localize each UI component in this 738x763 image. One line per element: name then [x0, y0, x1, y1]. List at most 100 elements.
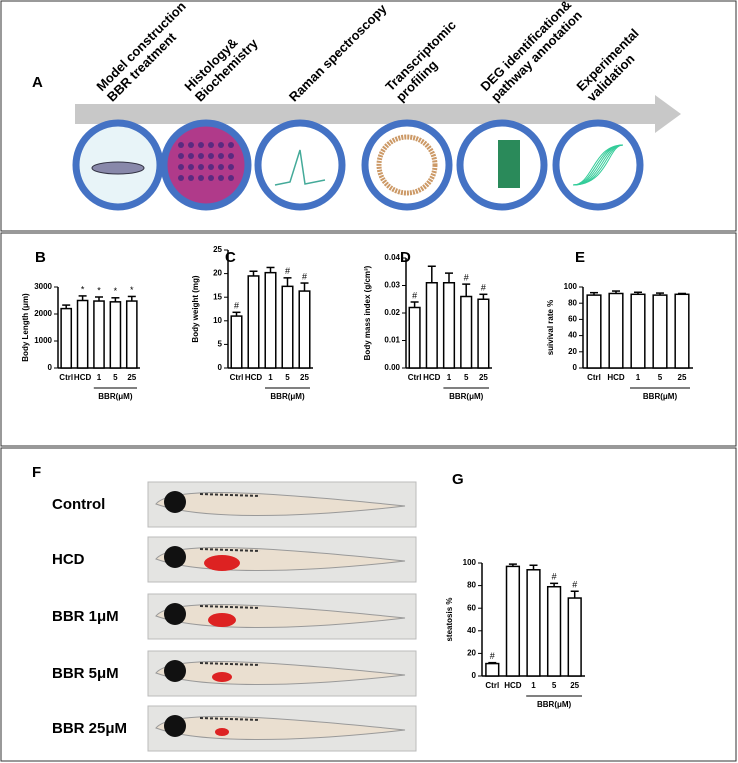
bar — [477, 298, 490, 369]
fish-eye — [164, 491, 186, 513]
cell-icon — [208, 175, 214, 181]
bar — [460, 295, 473, 369]
step-label: Histology&Biochemistry — [181, 35, 261, 105]
step-ring — [160, 119, 252, 211]
bar — [630, 293, 646, 369]
x-tick-label: Ctrl — [59, 373, 73, 382]
row-label: BBR 5μM — [52, 665, 119, 682]
y-tick-label: 0 — [472, 671, 477, 680]
y-tick-label: 60 — [568, 315, 577, 324]
x-tick-label: HCD — [74, 373, 92, 382]
y-tick-label: 0.01 — [384, 336, 400, 345]
bar — [442, 282, 456, 369]
panel-label: B — [35, 249, 46, 266]
step-label-line: Raman spectroscopy — [286, 0, 390, 104]
fish-eye — [164, 715, 186, 737]
cell-icon — [228, 175, 234, 181]
group-label: BBR(μM) — [98, 392, 133, 401]
y-axis-label: Body mass index (g/cm³) — [363, 265, 372, 360]
x-tick-label: 25 — [678, 373, 687, 382]
row-label: BBR 25μM — [52, 720, 127, 737]
panel-fg-frame — [0, 447, 737, 762]
bar — [425, 282, 438, 369]
y-tick-label: 0.02 — [384, 308, 400, 317]
cell-icon — [188, 153, 194, 159]
significance-mark: # — [285, 266, 290, 276]
x-tick-label: Ctrl — [587, 373, 601, 382]
y-tick-label: 100 — [463, 558, 477, 567]
step-ring — [552, 119, 644, 211]
cell-icon — [188, 175, 194, 181]
x-tick-label: 25 — [479, 373, 488, 382]
bar — [652, 294, 668, 369]
cell-icon — [178, 153, 184, 159]
y-tick-label: 100 — [564, 282, 578, 291]
y-tick-label: 0 — [573, 363, 578, 372]
y-axis-label: Body Length (μm) — [21, 293, 30, 362]
cell-icon — [208, 164, 214, 170]
panel-label: D — [400, 249, 411, 266]
y-tick-label: 3000 — [34, 282, 52, 291]
fish-icon — [91, 161, 145, 175]
group-label: BBR(μM) — [537, 700, 572, 709]
x-tick-label: Ctrl — [485, 681, 499, 690]
cell-icon — [228, 142, 234, 148]
y-tick-label: 0.00 — [384, 363, 400, 372]
panel-label: G — [452, 471, 464, 488]
y-tick-label: 5 — [218, 340, 223, 349]
x-tick-label: Ctrl — [408, 373, 422, 382]
panel-label: F — [32, 464, 41, 481]
x-tick-label: HCD — [423, 373, 441, 382]
step-ring — [254, 119, 346, 211]
workflow-arrow — [75, 95, 681, 133]
significance-mark: * — [97, 285, 101, 295]
bar — [264, 271, 277, 369]
x-tick-label: HCD — [504, 681, 522, 690]
significance-mark: * — [81, 284, 85, 294]
x-tick-label: 5 — [285, 373, 290, 382]
significance-mark: # — [552, 572, 557, 582]
y-tick-label: 60 — [467, 603, 476, 612]
y-tick-label: 40 — [467, 626, 476, 635]
significance-mark: # — [490, 651, 495, 661]
cell-icon — [218, 153, 224, 159]
x-tick-label: 25 — [127, 373, 136, 382]
step-label: Raman spectroscopy — [286, 0, 390, 104]
x-tick-label: 25 — [570, 681, 579, 690]
fish-pigment — [199, 605, 261, 609]
y-tick-label: 0 — [48, 363, 53, 372]
y-tick-label: 20 — [568, 347, 577, 356]
y-axis-label: Body weight (mg) — [191, 275, 200, 342]
fish-pigment — [199, 717, 261, 721]
bar — [608, 292, 624, 369]
cell-icon — [198, 164, 204, 170]
significance-mark: # — [412, 290, 417, 300]
row-label: BBR 1μM — [52, 608, 119, 625]
bar — [674, 293, 690, 369]
x-tick-label: 5 — [464, 373, 469, 382]
cell-icon — [178, 175, 184, 181]
lipid-stain — [212, 672, 232, 682]
fish-eye — [164, 660, 186, 682]
step-label-line: pathway annotation — [488, 8, 585, 105]
significance-mark: # — [234, 301, 239, 311]
significance-mark: * — [114, 286, 118, 296]
panel-label: C — [225, 249, 236, 266]
group-label: BBR(μM) — [270, 392, 305, 401]
fish-pigment — [199, 662, 261, 666]
cell-icon — [188, 164, 194, 170]
bar — [485, 662, 500, 677]
bar — [526, 569, 541, 677]
lipid-stain — [215, 728, 229, 736]
cell-icon — [208, 142, 214, 148]
bar — [586, 294, 602, 369]
fish-pigment — [199, 493, 261, 497]
significance-mark: # — [572, 580, 577, 590]
y-tick-label: 40 — [568, 331, 577, 340]
cell-icon — [228, 164, 234, 170]
bar — [109, 301, 122, 369]
panel-a-frame — [0, 0, 737, 232]
bar — [93, 300, 105, 369]
y-axis-label: suivival rate % — [546, 300, 555, 356]
